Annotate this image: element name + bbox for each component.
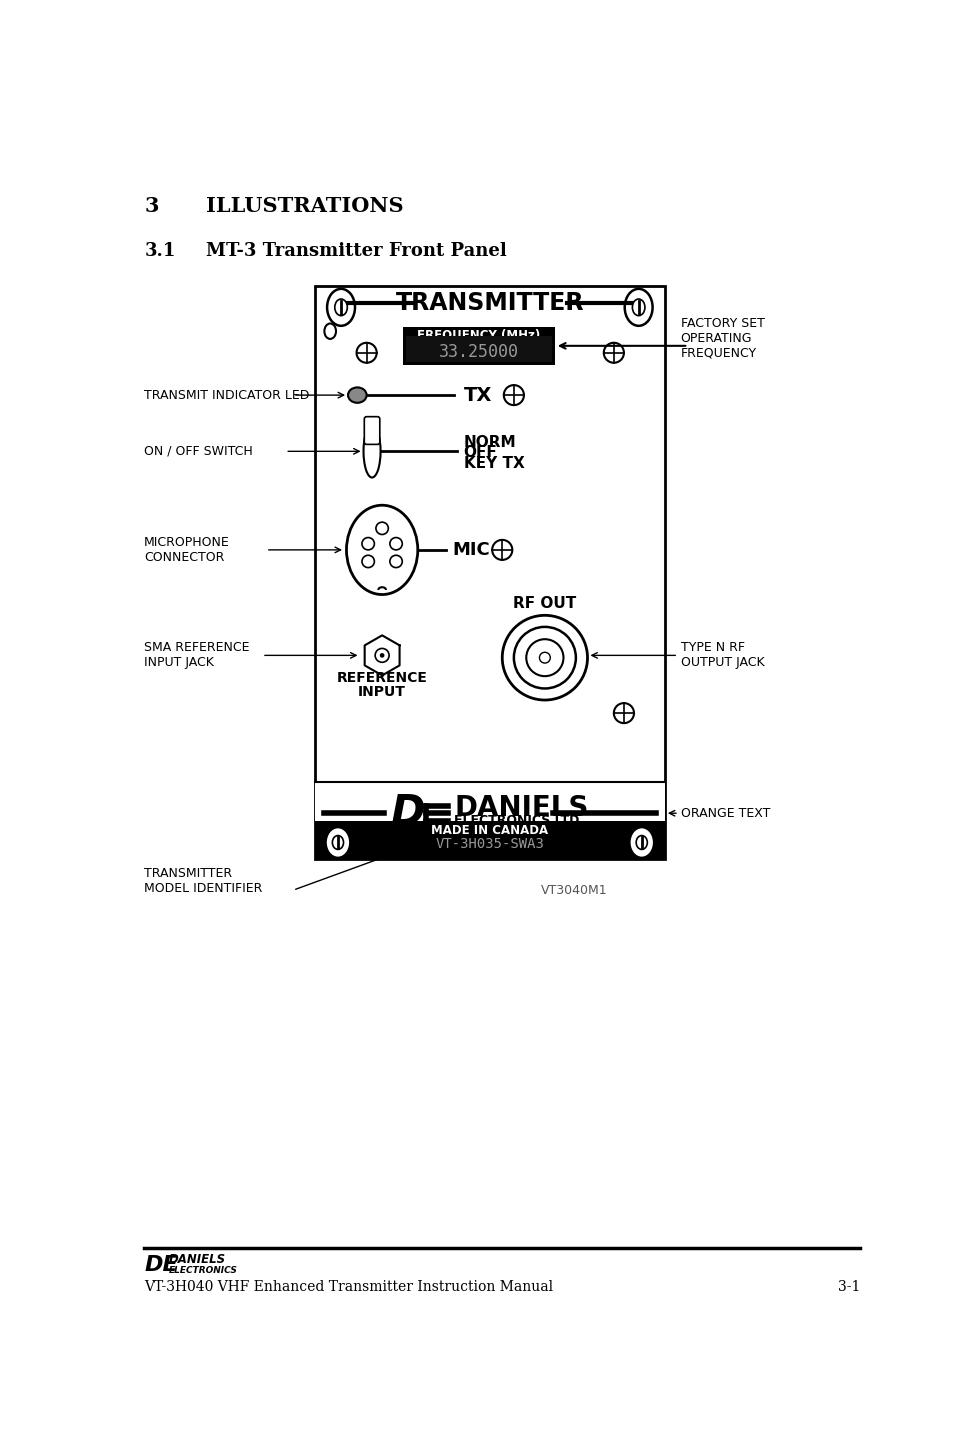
Text: ELECTRONICS: ELECTRONICS [169, 1267, 238, 1275]
Text: 3.1: 3.1 [144, 242, 175, 260]
Text: ILLUSTRATIONS: ILLUSTRATIONS [206, 196, 404, 216]
Text: RF OUT: RF OUT [514, 596, 576, 611]
Ellipse shape [632, 299, 645, 316]
Circle shape [613, 704, 634, 723]
Ellipse shape [624, 289, 653, 326]
Circle shape [604, 342, 624, 363]
Bar [315, 782, 665, 859]
Text: DE: DE [144, 1255, 178, 1275]
Text: TYPE N RF
OUTPUT JACK: TYPE N RF OUTPUT JACK [680, 641, 764, 669]
Text: DANIELS: DANIELS [454, 794, 589, 821]
Polygon shape [365, 636, 400, 675]
Ellipse shape [629, 827, 655, 858]
Text: VT3040M1: VT3040M1 [541, 884, 608, 897]
Circle shape [539, 653, 551, 663]
Text: D: D [390, 792, 424, 834]
Text: NORM: NORM [464, 435, 516, 450]
Circle shape [526, 640, 563, 676]
Text: 3-1: 3-1 [838, 1280, 860, 1294]
Text: VT-3H040 VHF Enhanced Transmitter Instruction Manual: VT-3H040 VHF Enhanced Transmitter Instru… [144, 1280, 554, 1294]
Ellipse shape [335, 299, 347, 316]
Text: TX: TX [464, 386, 492, 405]
Circle shape [504, 385, 524, 405]
Ellipse shape [325, 827, 351, 858]
Text: 3: 3 [144, 196, 159, 216]
Text: REFERENCE: REFERENCE [337, 672, 427, 685]
Ellipse shape [327, 289, 355, 326]
Text: ON / OFF SWITCH: ON / OFF SWITCH [144, 445, 253, 459]
Circle shape [362, 556, 374, 567]
Ellipse shape [324, 324, 336, 340]
Text: DANIELS: DANIELS [169, 1254, 226, 1267]
Bar [315, 821, 665, 859]
Circle shape [380, 653, 384, 657]
Circle shape [492, 540, 513, 560]
Text: MIC: MIC [452, 541, 490, 559]
Circle shape [390, 556, 402, 567]
Text: SMA REFERENCE
INPUT JACK: SMA REFERENCE INPUT JACK [144, 641, 250, 669]
Circle shape [362, 537, 374, 550]
Text: FREQUENCY (MHz): FREQUENCY (MHz) [417, 328, 541, 341]
Text: TRANSMITTER
MODEL IDENTIFIER: TRANSMITTER MODEL IDENTIFIER [144, 868, 263, 895]
Text: TRANSMIT INDICATOR LED: TRANSMIT INDICATOR LED [144, 389, 310, 402]
Ellipse shape [347, 505, 417, 595]
Text: INPUT: INPUT [358, 685, 406, 698]
Text: MADE IN CANADA: MADE IN CANADA [431, 824, 549, 837]
Circle shape [390, 537, 402, 550]
Circle shape [357, 342, 376, 363]
Circle shape [376, 522, 388, 534]
Text: MT-3 Transmitter Front Panel: MT-3 Transmitter Front Panel [206, 242, 507, 260]
Text: FACTORY SET
OPERATING
FREQUENCY: FACTORY SET OPERATING FREQUENCY [680, 316, 764, 360]
Ellipse shape [332, 836, 344, 849]
Text: ELECTRONICS LTD.: ELECTRONICS LTD. [454, 814, 584, 827]
Text: TRANSMITTER: TRANSMITTER [396, 292, 584, 315]
Bar [403, 326, 555, 366]
Ellipse shape [364, 425, 380, 477]
Text: VT-3H035-SWA3: VT-3H035-SWA3 [435, 837, 544, 852]
Text: OFF: OFF [464, 445, 497, 460]
Bar [315, 286, 665, 859]
Ellipse shape [348, 387, 367, 403]
Text: KEY TX: KEY TX [464, 456, 524, 472]
Ellipse shape [636, 836, 648, 849]
Text: 33.25000: 33.25000 [439, 342, 519, 361]
Circle shape [514, 627, 576, 688]
Text: MICROPHONE
CONNECTOR: MICROPHONE CONNECTOR [144, 535, 230, 564]
Circle shape [503, 615, 587, 699]
FancyBboxPatch shape [365, 416, 380, 444]
Text: ORANGE TEXT: ORANGE TEXT [680, 807, 770, 820]
Circle shape [375, 649, 389, 662]
Bar [406, 335, 552, 361]
